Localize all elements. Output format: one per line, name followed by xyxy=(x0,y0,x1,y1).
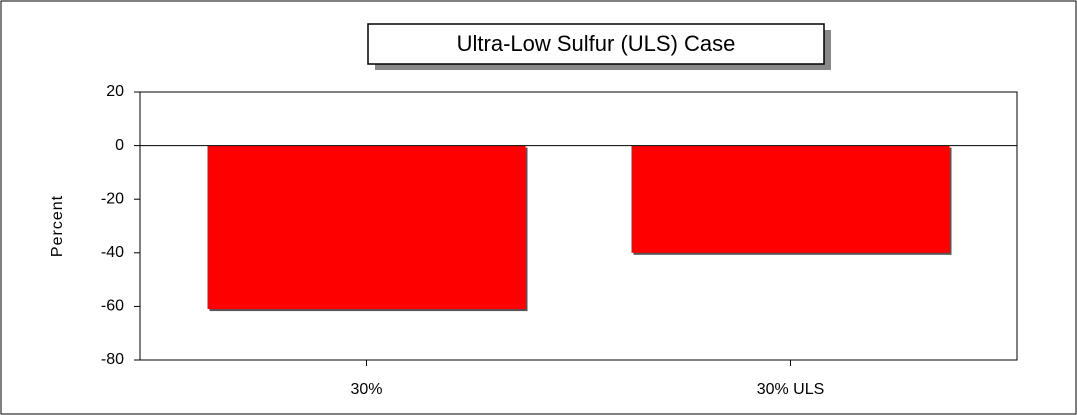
chart-title: Ultra-Low Sulfur (ULS) Case xyxy=(457,31,736,56)
bar xyxy=(631,145,950,253)
bar xyxy=(207,145,526,310)
y-tick-label: -60 xyxy=(101,298,124,315)
y-tick-label: -40 xyxy=(101,244,124,261)
y-tick-label: 0 xyxy=(115,137,124,154)
plot-area xyxy=(139,91,1018,361)
y-tick-label: 20 xyxy=(106,83,124,100)
title-box xyxy=(367,23,825,65)
y-axis-label: Percent xyxy=(49,195,66,257)
y-tick-label: -80 xyxy=(101,351,124,368)
x-tick-label: 30% xyxy=(350,381,382,398)
x-tick-label: 30% ULS xyxy=(757,381,825,398)
y-tick-label: -20 xyxy=(101,190,124,207)
